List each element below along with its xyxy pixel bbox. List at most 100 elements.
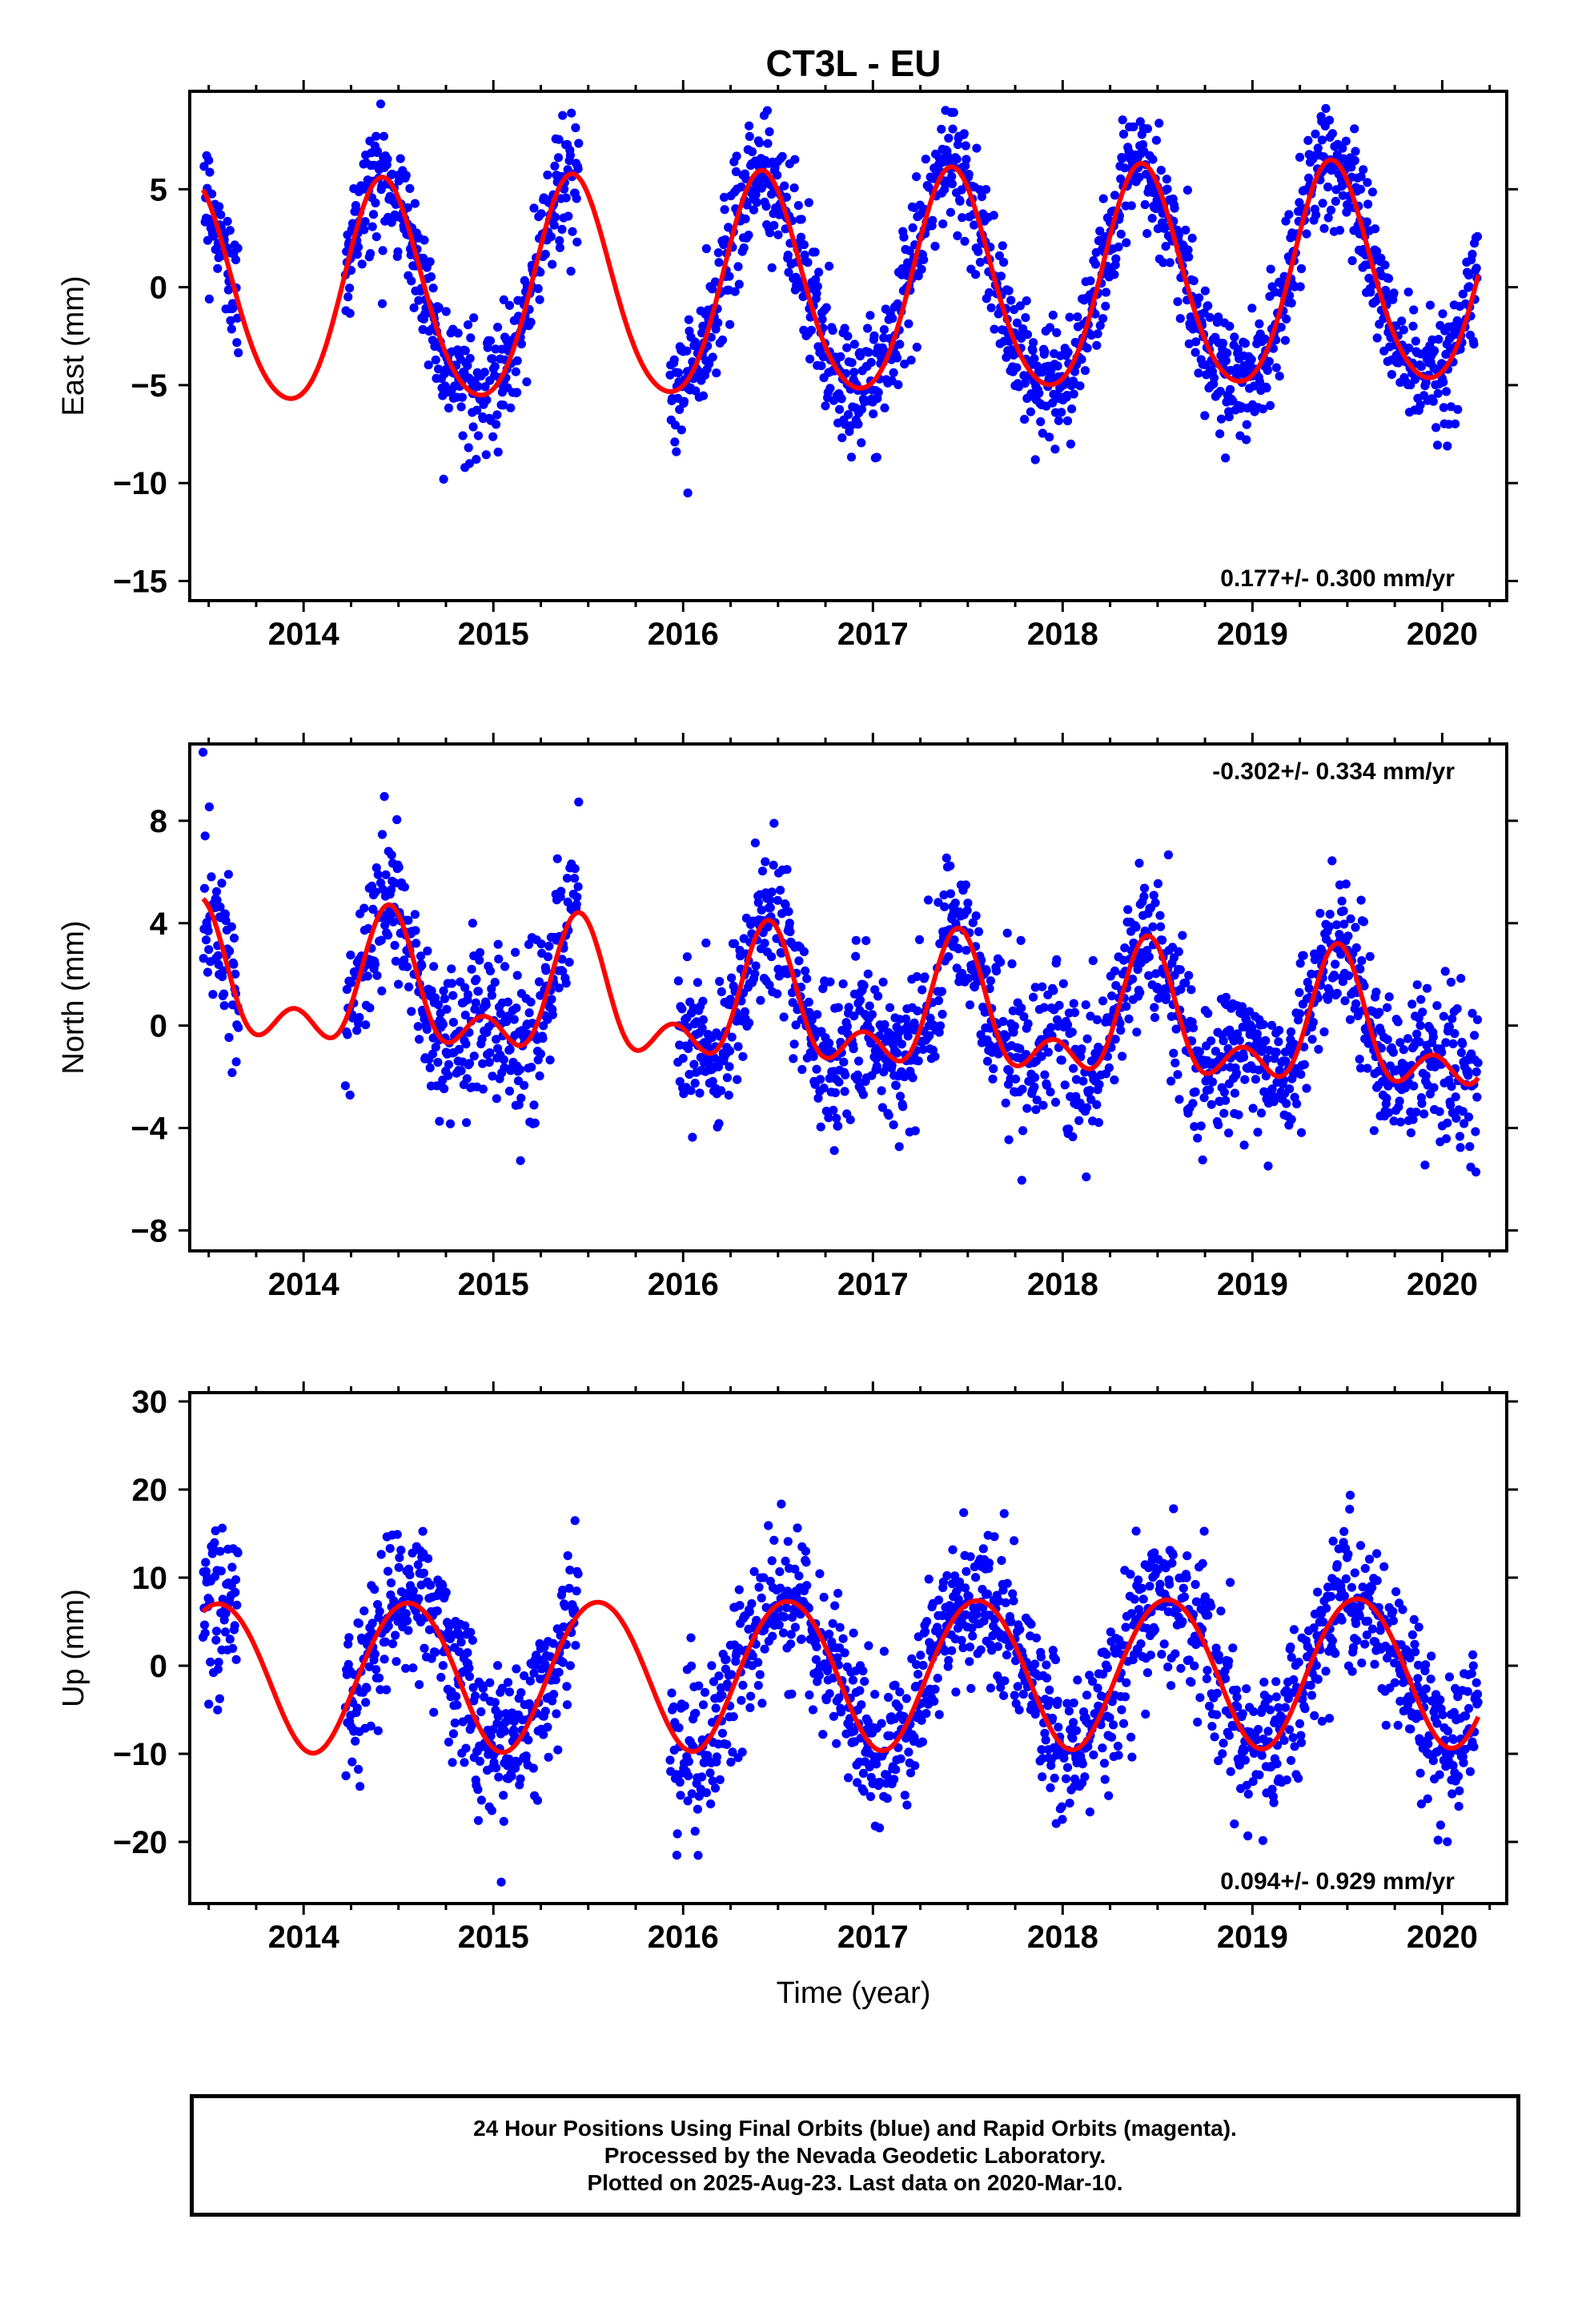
data-point: [1186, 985, 1196, 995]
data-point: [913, 1006, 922, 1015]
data-point: [1011, 1656, 1021, 1666]
data-point: [536, 939, 546, 949]
data-point: [496, 1009, 506, 1019]
data-point: [1240, 1075, 1250, 1084]
data-point: [942, 1570, 952, 1581]
data-point: [769, 220, 779, 231]
data-point: [884, 1692, 893, 1703]
data-point: [725, 271, 734, 281]
data-point: [404, 1626, 413, 1635]
data-point: [904, 319, 913, 328]
data-point: [1181, 978, 1191, 987]
data-point: [231, 1655, 241, 1664]
data-point: [211, 1526, 220, 1536]
data-point: [781, 1603, 792, 1613]
data-point: [428, 1049, 438, 1059]
data-point: [880, 1019, 889, 1030]
data-point: [1030, 1082, 1039, 1092]
data-point: [448, 991, 458, 1000]
data-point: [1441, 1038, 1451, 1047]
data-point: [725, 1062, 734, 1072]
data-point: [783, 251, 793, 260]
data-point: [1086, 1011, 1095, 1021]
data-point: [901, 1014, 911, 1023]
data-point: [946, 889, 955, 899]
data-point: [1036, 417, 1046, 427]
data-point: [511, 947, 520, 957]
data-point: [1037, 1745, 1046, 1755]
data-point: [701, 1788, 712, 1798]
data-point: [858, 1666, 868, 1676]
data-point: [375, 1685, 385, 1695]
data-point: [379, 1655, 389, 1664]
data-point: [971, 1573, 981, 1582]
data-point: [478, 1683, 488, 1693]
data-point: [371, 198, 380, 207]
data-point: [1098, 1669, 1108, 1679]
data-point: [834, 1077, 844, 1087]
data-point: [454, 1647, 464, 1657]
data-point: [708, 1776, 717, 1786]
data-point: [1002, 1651, 1012, 1660]
data-point: [891, 1080, 901, 1091]
data-point: [1340, 996, 1350, 1006]
data-point: [934, 1595, 944, 1605]
data-point: [697, 1023, 707, 1033]
data-point: [781, 192, 792, 202]
data-point: [434, 1000, 444, 1010]
data-point: [466, 1627, 476, 1637]
data-point: [493, 447, 503, 457]
data-point: [534, 977, 544, 987]
data-point: [494, 1710, 504, 1719]
data-point: [553, 1745, 563, 1755]
data-point: [1004, 1135, 1014, 1144]
data-point: [221, 916, 231, 926]
y-axis-label: East (mm): [57, 275, 90, 416]
data-point: [538, 1034, 548, 1043]
data-point: [1040, 1070, 1050, 1080]
data-point: [457, 392, 468, 402]
data-point: [1347, 163, 1356, 172]
data-point: [961, 1583, 970, 1593]
data-point: [968, 1631, 978, 1641]
data-point: [352, 250, 362, 259]
data-point: [745, 1018, 754, 1027]
data-point: [1451, 419, 1460, 428]
data-point: [545, 1055, 555, 1065]
data-point: [836, 352, 845, 361]
data-point: [1095, 320, 1105, 331]
data-point: [1162, 992, 1171, 1002]
data-point: [1207, 1077, 1218, 1087]
data-point: [1453, 404, 1463, 414]
data-point: [366, 1721, 375, 1731]
data-point: [922, 1617, 932, 1626]
data-point: [204, 1699, 214, 1709]
data-point: [444, 1622, 454, 1631]
data-point: [512, 356, 522, 366]
data-point: [1166, 1076, 1176, 1086]
data-point: [1389, 1116, 1399, 1126]
data-point: [439, 986, 448, 995]
data-point: [705, 359, 714, 368]
data-point: [1356, 895, 1366, 905]
data-point: [1151, 135, 1161, 145]
data-point: [752, 198, 762, 207]
data-point: [790, 1622, 801, 1632]
east-panel: 2014 2015 2016 2017 2018 2019 202050−5−10−15Ea…: [57, 80, 1518, 652]
data-point: [1357, 956, 1367, 966]
data-point: [765, 127, 774, 137]
data-point: [423, 946, 432, 956]
data-point: [917, 1737, 927, 1747]
data-point: [832, 1113, 841, 1124]
data-point: [232, 338, 242, 348]
data-point: [802, 1581, 812, 1590]
data-point: [212, 895, 222, 905]
data-point: [963, 974, 974, 983]
data-point: [555, 235, 564, 246]
data-point: [982, 185, 991, 195]
data-point: [544, 1752, 553, 1762]
data-point: [1058, 1815, 1067, 1824]
data-point: [448, 1758, 457, 1767]
data-point: [984, 1558, 994, 1568]
data-point: [1256, 1108, 1267, 1118]
